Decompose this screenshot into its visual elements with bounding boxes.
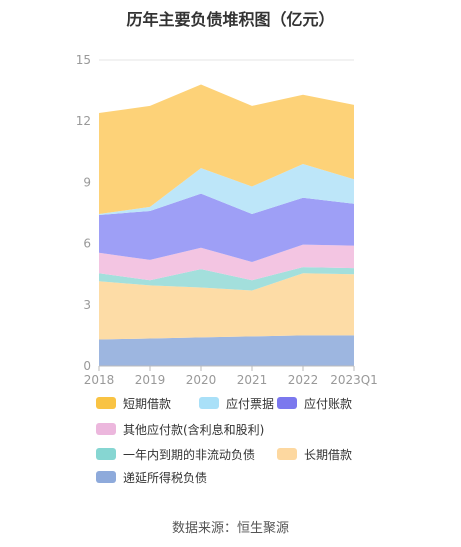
y-tick-label: 12 (76, 114, 91, 128)
legend-label: 应付账款 (304, 396, 353, 411)
legend-label: 一年内到期的非流动负债 (123, 447, 256, 462)
x-tick-label: 2018 (84, 373, 115, 387)
data-source: 数据来源：恒生聚源 (171, 521, 289, 536)
y-tick-label: 3 (83, 298, 91, 312)
legend-swatch (96, 448, 116, 460)
area-series-6[interactable] (99, 84, 354, 215)
legend-label: 递延所得税负债 (123, 470, 208, 485)
x-tick-label: 2022 (288, 373, 319, 387)
legend-swatch (277, 397, 297, 409)
legend-swatch (96, 423, 116, 435)
y-tick-label: 6 (83, 237, 91, 251)
legend-swatch (96, 471, 116, 483)
x-tick-label: 2019 (135, 373, 166, 387)
legend-label: 长期借款 (304, 447, 353, 462)
axes: 0 3 6 9 12 15 2018 2019 2020 2021 2022 2023Q1 (76, 53, 378, 387)
x-tick-label: 2023Q1 (330, 373, 378, 387)
legend-item-deferred-tax[interactable]: 递延所得税负债 (96, 468, 207, 486)
area-series (99, 84, 354, 366)
legend-item-notes-payable[interactable]: 应付票据 (199, 394, 274, 412)
chart-title: 历年主要负债堆积图（亿元） (126, 10, 335, 29)
y-tick-label: 9 (83, 175, 91, 189)
legend-item-long-term-loans[interactable]: 长期借款 (277, 445, 352, 463)
legend-swatch (96, 397, 116, 409)
x-tick-label: 2020 (186, 373, 217, 387)
legend-item-accounts-payable[interactable]: 应付账款 (277, 394, 352, 412)
x-tick-label: 2021 (237, 373, 268, 387)
legend-item-short-term-loans[interactable]: 短期借款 (96, 394, 171, 412)
y-tick-label: 0 (83, 359, 91, 373)
stacked-area-chart: 0 3 6 9 12 15 2018 2019 2020 2021 2022 2023Q1 (76, 53, 378, 387)
area-series-1[interactable] (99, 273, 354, 340)
legend-swatch (199, 397, 219, 409)
area-series-5[interactable] (99, 164, 354, 215)
legend-label: 短期借款 (123, 396, 172, 411)
y-tick-label: 15 (76, 53, 91, 67)
area-series-3[interactable] (99, 244, 354, 281)
area-series-0[interactable] (99, 335, 354, 366)
legend-item-other-payables[interactable]: 其他应付款(含利息和股利) (96, 420, 264, 438)
area-series-4[interactable] (99, 193, 354, 262)
legend-label: 其他应付款(含利息和股利) (123, 422, 265, 437)
legend-swatch (277, 448, 297, 460)
legend-item-current-portion-noncurrent[interactable]: 一年内到期的非流动负债 (96, 445, 255, 463)
legend-label: 应付票据 (226, 396, 275, 411)
area-series-2[interactable] (99, 267, 354, 291)
